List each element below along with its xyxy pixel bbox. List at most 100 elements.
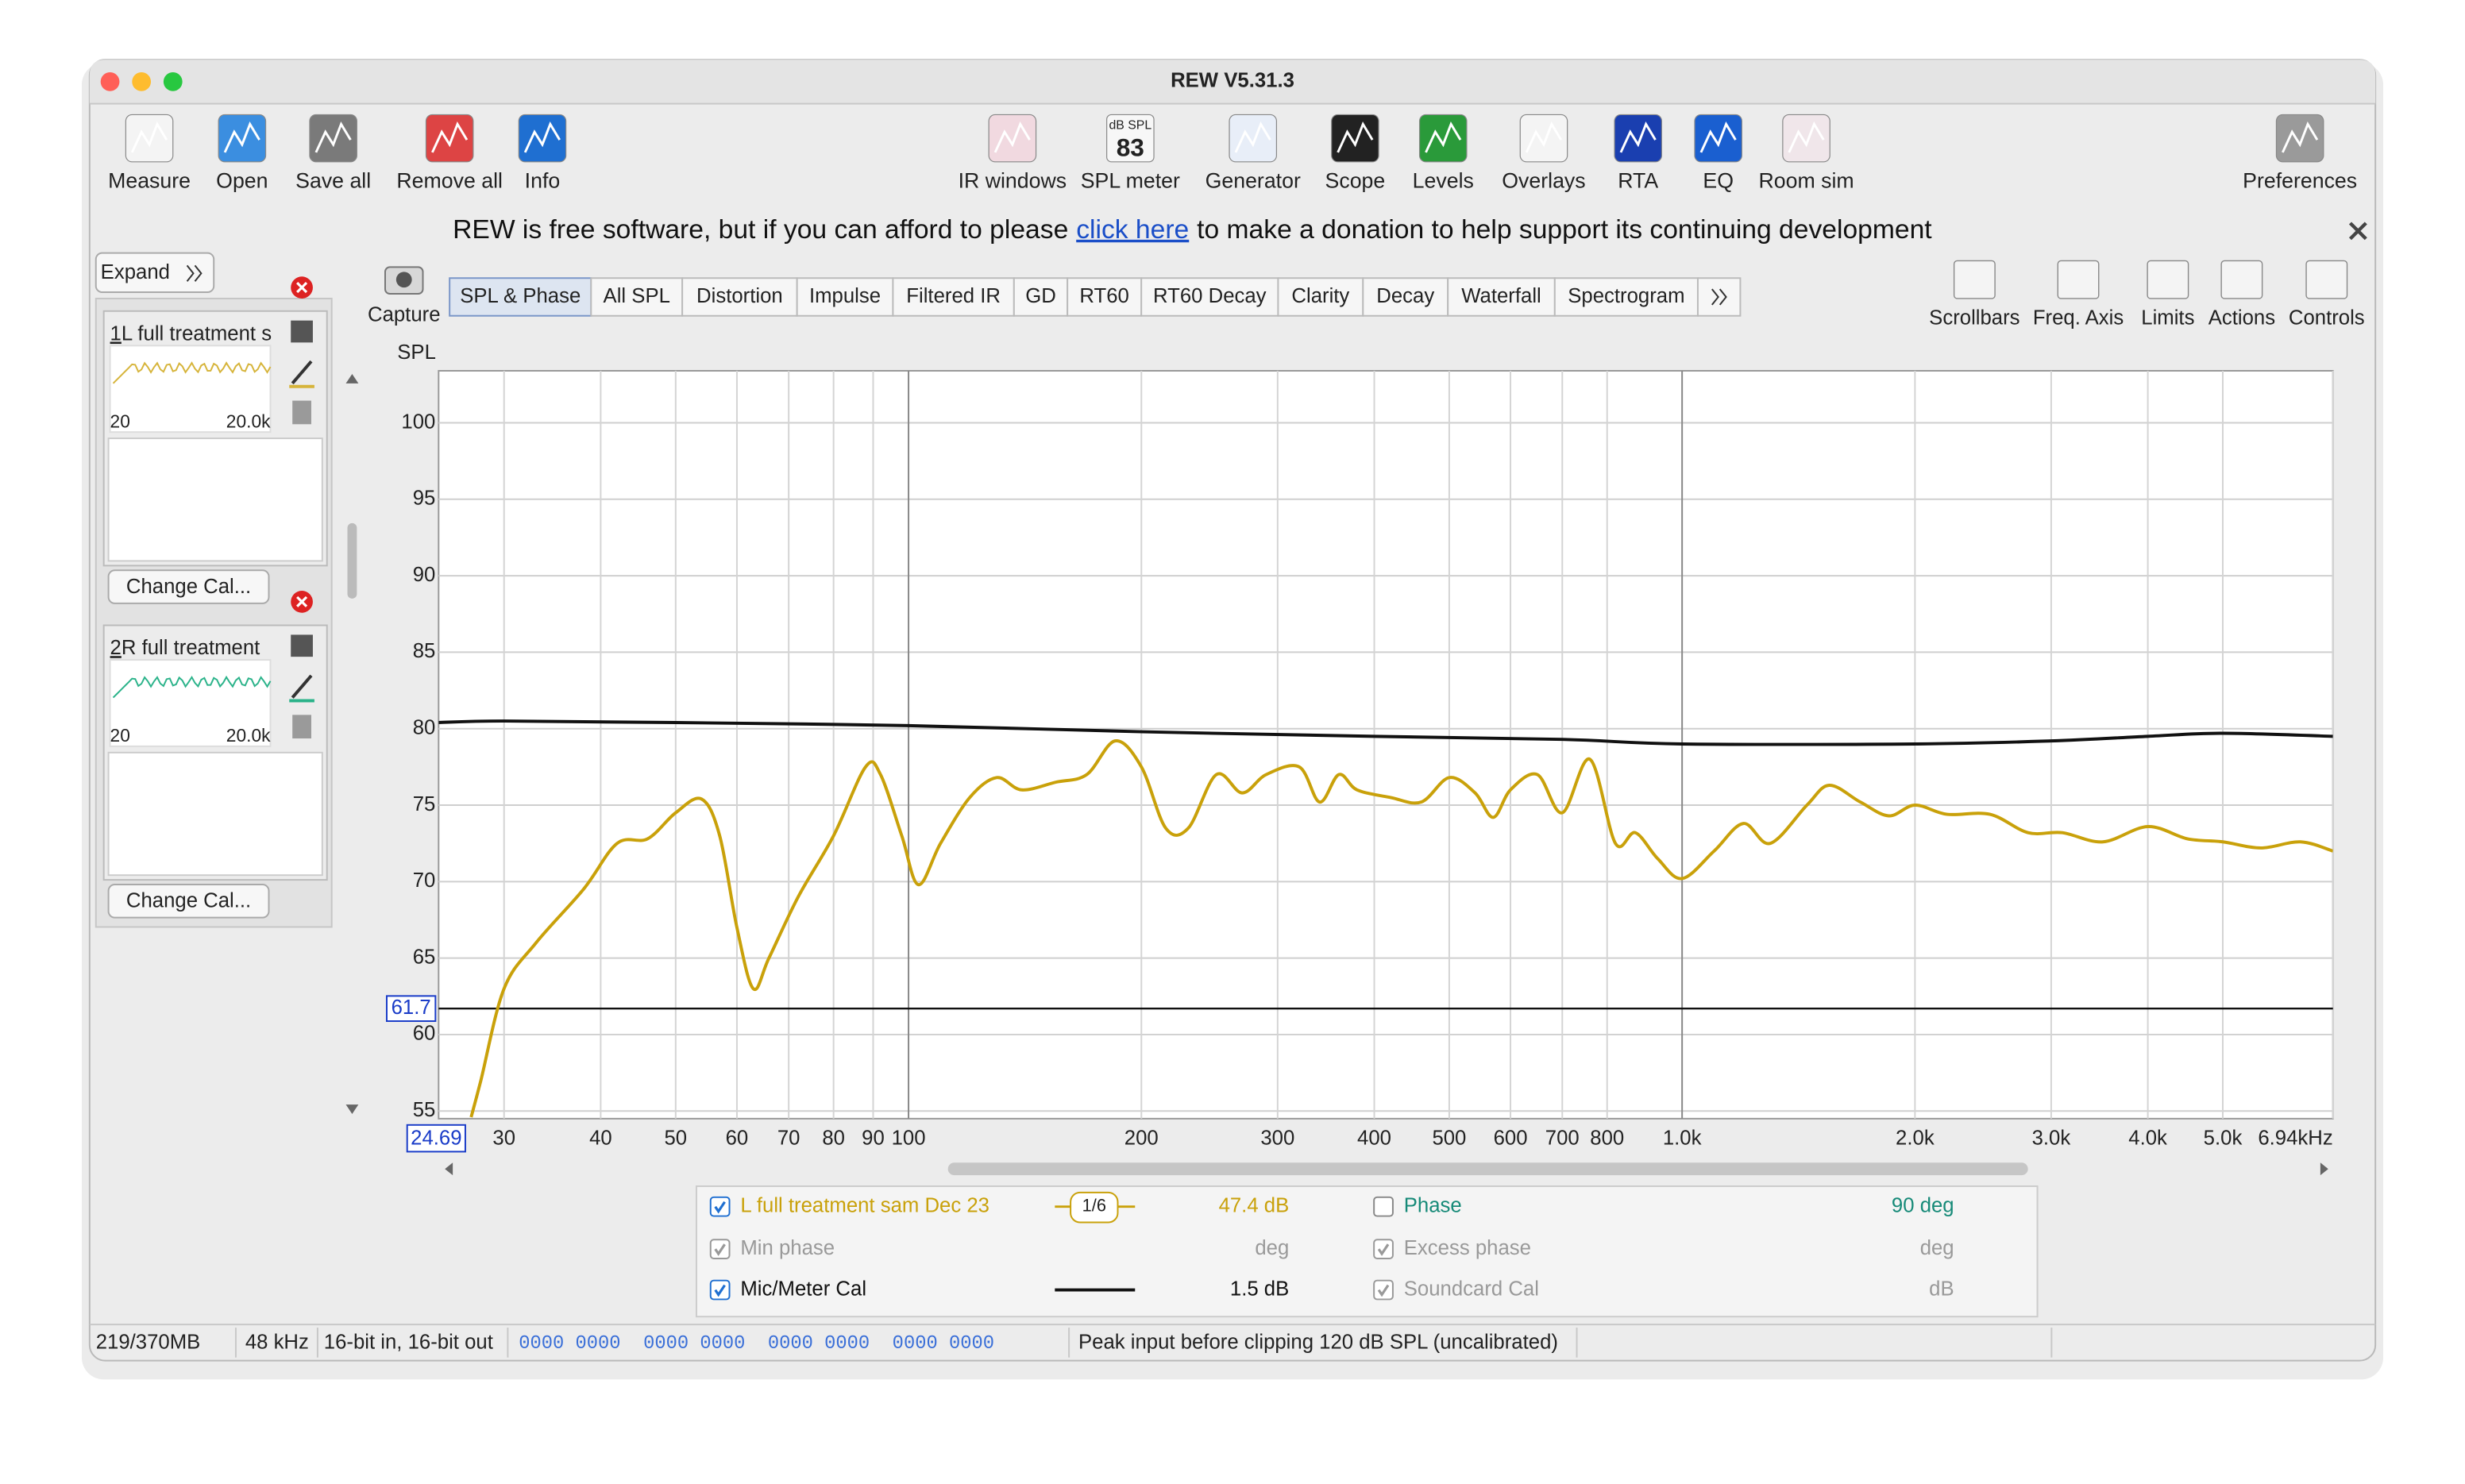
toolbar-button[interactable]: Open: [216, 169, 268, 193]
tab[interactable]: [1140, 277, 1279, 317]
toolbar-button[interactable]: EQ: [1703, 169, 1734, 193]
icon-glyph: [223, 121, 260, 153]
icon-glyph: [2282, 121, 2319, 153]
measurement-index: 1: [110, 322, 122, 345]
tab[interactable]: [1067, 277, 1143, 317]
tool-label[interactable]: Freq. Axis: [2033, 306, 2124, 329]
tab[interactable]: [892, 277, 1015, 317]
legend-label: Excess phase: [1404, 1237, 1531, 1259]
icon-body: [1418, 114, 1468, 163]
icon-glyph: [1525, 121, 1563, 153]
toolbar-button[interactable]: Levels: [1413, 169, 1474, 193]
smoothing-box[interactable]: [1070, 1191, 1119, 1224]
window-control[interactable]: [132, 72, 152, 91]
x-tick-label: 2.0k: [1896, 1127, 1935, 1149]
scroll-down[interactable]: [345, 1104, 359, 1114]
toolbar-icon: [1614, 114, 1663, 163]
x-start-box[interactable]: [406, 1124, 466, 1153]
measurement-name: L full treatment s: [122, 322, 272, 345]
tab[interactable]: [1277, 277, 1364, 317]
tool-icon[interactable]: [2220, 260, 2263, 299]
cursor-box: [385, 995, 437, 1023]
window-control[interactable]: [100, 72, 120, 91]
checkmark: [714, 1243, 726, 1256]
checkbox[interactable]: [709, 1279, 731, 1301]
tab[interactable]: [449, 277, 592, 317]
tool-label[interactable]: Scrollbars: [1929, 306, 2019, 329]
checkbox[interactable]: [1373, 1196, 1394, 1217]
notes-icon[interactable]: [292, 715, 311, 739]
curve-offset: deg: [1920, 1237, 1954, 1259]
legend-label[interactable]: L full treatment sam Dec 23: [740, 1194, 989, 1216]
expand-button[interactable]: [95, 252, 215, 294]
measurement-title: 2R full treatment: [110, 637, 260, 659]
change-cal-label: Change Cal...: [126, 890, 251, 912]
toolbar-button[interactable]: SPL meter: [1081, 169, 1180, 193]
tool-label[interactable]: Controls: [2289, 306, 2365, 329]
tab[interactable]: [590, 277, 684, 317]
tool-icon[interactable]: [2057, 260, 2100, 299]
toolbar-button[interactable]: Scope: [1325, 169, 1386, 193]
toolbar-button[interactable]: Preferences: [2243, 169, 2357, 193]
banner-close[interactable]: [2348, 222, 2367, 241]
scroll-thumb[interactable]: [947, 1162, 2028, 1176]
save-icon[interactable]: [291, 320, 313, 343]
tool-icon[interactable]: [1953, 260, 1996, 299]
window-control[interactable]: [163, 72, 183, 91]
toolbar-button[interactable]: Generator: [1205, 169, 1301, 193]
scroll-up[interactable]: [345, 373, 359, 384]
tool-icon[interactable]: [2147, 260, 2189, 299]
legend-label[interactable]: Mic/Meter Cal: [740, 1278, 866, 1300]
y-axis-label: SPL: [397, 341, 436, 364]
colour-icon[interactable]: [291, 674, 313, 699]
plot-lines: [438, 719, 2333, 1118]
checkbox[interactable]: [1373, 1239, 1394, 1259]
colour-icon[interactable]: [291, 360, 313, 385]
banner-link[interactable]: click here: [1076, 215, 1189, 245]
tab-label: Filtered IR: [906, 285, 1001, 307]
toolbar-button[interactable]: Room sim: [1758, 169, 1854, 193]
scroll-thumb[interactable]: [347, 522, 357, 599]
banner: REW is free software, but if you can aff…: [453, 215, 1932, 245]
change-cal-button[interactable]: [107, 569, 270, 604]
tool-label[interactable]: Actions: [2208, 306, 2275, 329]
curve-offset: 1.5 dB: [1230, 1278, 1289, 1300]
phase-label[interactable]: Phase: [1404, 1194, 1462, 1216]
save-icon[interactable]: [291, 634, 313, 657]
phase-offset: 90 deg: [1892, 1194, 1954, 1216]
tool-icon[interactable]: [2305, 260, 2348, 299]
icon-body: [988, 114, 1037, 163]
toolbar-button[interactable]: Overlays: [1502, 169, 1585, 193]
icon-glyph: [1425, 121, 1462, 153]
scroll-right[interactable]: [2320, 1162, 2328, 1176]
checkbox[interactable]: [709, 1239, 731, 1259]
icon-body: [1331, 114, 1379, 163]
tool-label[interactable]: Limits: [2141, 306, 2194, 329]
toolbar-icon: [425, 114, 474, 163]
toolbar-button[interactable]: Info: [525, 169, 561, 193]
toolbar-button[interactable]: Remove all: [396, 169, 503, 193]
notes-icon[interactable]: [292, 400, 311, 425]
tab[interactable]: [1553, 277, 1699, 317]
icon-glyph: [1619, 121, 1657, 153]
tab[interactable]: [1447, 277, 1556, 317]
checkmark: [1377, 1243, 1390, 1256]
scroll-left[interactable]: [445, 1162, 453, 1176]
tab[interactable]: [1013, 277, 1069, 317]
y-tick-label: 100: [401, 411, 435, 433]
toolbar-button[interactable]: RTA: [1618, 169, 1658, 193]
capture-label: Capture: [368, 304, 441, 326]
toolbar-icon: [1519, 114, 1568, 163]
curve: [438, 719, 2333, 746]
checkbox[interactable]: [709, 1196, 731, 1217]
toolbar-button[interactable]: Save all: [295, 169, 371, 193]
toolbar-button[interactable]: IR windows: [959, 169, 1067, 193]
tab[interactable]: [796, 277, 894, 317]
banner-text: to make a donation to help support its c…: [1197, 215, 1932, 245]
toolbar-button[interactable]: Measure: [108, 169, 191, 193]
checkbox[interactable]: [1373, 1279, 1394, 1301]
change-cal-button[interactable]: [107, 884, 270, 919]
tab-label: SPL & Phase: [460, 285, 581, 307]
tab-label: GD: [1025, 285, 1056, 307]
